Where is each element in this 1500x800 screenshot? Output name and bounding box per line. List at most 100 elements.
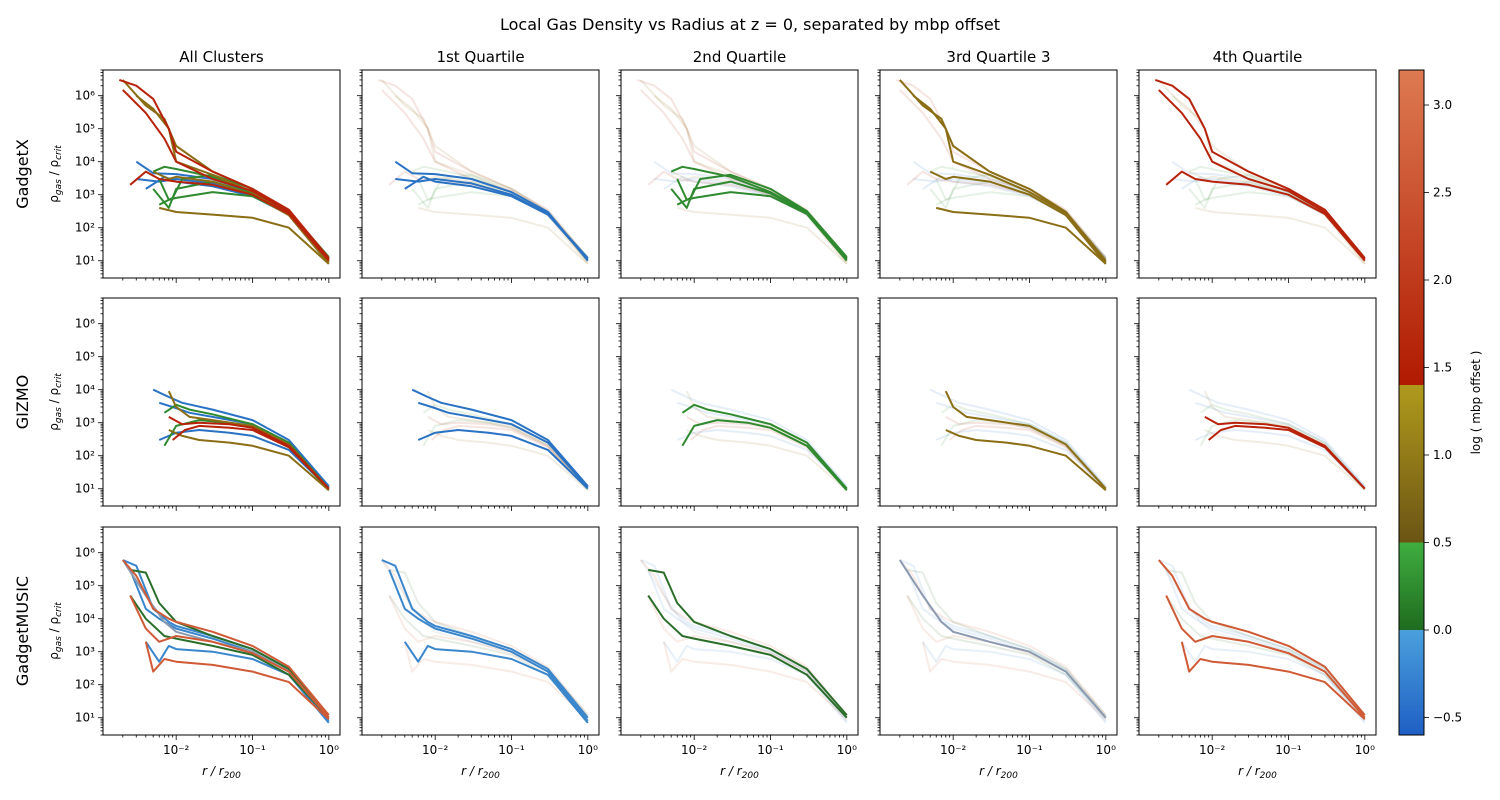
series-line [118, 78, 330, 259]
panel-gizmo-2 [616, 297, 859, 511]
panel-gizmo-3 [875, 297, 1118, 511]
series-line [422, 419, 589, 491]
row-label: GadgetMUSIC [13, 576, 32, 686]
series-line [1180, 641, 1366, 721]
series-line [676, 173, 848, 258]
x-tick-label: 10⁻¹ [1016, 743, 1043, 757]
series-line [411, 388, 589, 487]
series-line [898, 559, 1107, 719]
series-line [676, 429, 848, 490]
series-line [921, 641, 1107, 721]
series-line [152, 388, 330, 487]
y-tick-label: 10³ [75, 188, 95, 202]
x-tick-label: 10⁻² [940, 743, 967, 757]
panel-gadgetmusic-0: 10⁻² 10⁻¹ 10⁰ r / r200 10¹ 10² 10³ 10⁴ 10⁵ 10⁶ [75, 526, 341, 781]
column-title: 2nd Quartile [693, 48, 786, 66]
x-tick-label: 10⁻¹ [498, 743, 525, 757]
series-line [662, 641, 848, 721]
series-line [394, 160, 589, 262]
x-tick-label: 10⁰ [1355, 743, 1375, 757]
series-line [1188, 388, 1366, 487]
series-line [935, 401, 1107, 489]
series-line [1165, 595, 1366, 719]
y-axis-label: ρgas / ρcrit [47, 145, 64, 203]
series-line [1166, 568, 1366, 716]
series-line [1158, 89, 1366, 261]
column-title: 4th Quartile [1213, 48, 1303, 66]
colorbar-tick-label: −0.5 [1433, 711, 1462, 725]
y-tick-label: 10² [75, 449, 95, 463]
y-tick-label: 10³ [75, 416, 95, 430]
y-axis-label: ρgas / ρcrit [47, 373, 64, 431]
series-line [935, 206, 1107, 265]
series-line [929, 388, 1107, 487]
colorbar-tick-label: 0.0 [1433, 623, 1452, 637]
colorbar-segment [1399, 385, 1424, 543]
colorbar-tick-label: 3.0 [1433, 98, 1452, 112]
x-axis-label: r / r200 [720, 764, 759, 781]
series-line [686, 429, 848, 492]
panel-gadgetx-4 [1134, 69, 1377, 283]
colorbar: −0.5 0.0 0.5 1.0 1.5 2.0 2.5 3.0 log ( mbp offse… [1398, 69, 1483, 736]
series-line [168, 429, 330, 492]
panel-gadgetx-2 [616, 69, 859, 283]
series-line [945, 429, 1107, 492]
colorbar-segment [1399, 630, 1424, 735]
series-line [129, 595, 330, 719]
panel-gadgetmusic-3: 10⁻² 10⁻¹ 10⁰ r / r200 [875, 526, 1118, 781]
series-line [403, 641, 589, 724]
y-tick-label: 10⁵ [75, 579, 95, 593]
series-line [647, 595, 848, 719]
y-tick-label: 10¹ [75, 482, 95, 496]
series-line [1180, 641, 1366, 724]
series-line [426, 390, 589, 490]
series-line [895, 78, 1107, 259]
series-line [899, 559, 1107, 716]
series-line [1194, 429, 1366, 490]
colorbar-segment [1399, 70, 1424, 385]
series-line [122, 89, 330, 261]
colorbar-segment [1399, 542, 1424, 630]
panel-gadgetx-3 [875, 69, 1118, 283]
series-line [158, 206, 330, 265]
series-line [1204, 429, 1366, 492]
row-label: GIZMO [13, 375, 32, 429]
series-line [676, 206, 848, 265]
colorbar-label: log ( mbp offset ) [1469, 351, 1483, 455]
series-line [381, 559, 589, 719]
series-line [1194, 401, 1366, 489]
series-line [906, 595, 1107, 719]
series-line [417, 206, 589, 265]
series-line [648, 568, 848, 716]
series-line [921, 641, 1107, 724]
column-title: All Clusters [179, 48, 264, 66]
series-line [670, 388, 848, 487]
series-line [685, 390, 848, 490]
series-line [681, 403, 848, 490]
y-tick-label: 10² [75, 221, 95, 235]
series-line [647, 595, 848, 719]
series-line [431, 424, 589, 490]
row-label: GadgetX [13, 139, 32, 209]
x-tick-label: 10⁻² [163, 743, 190, 757]
panel-gadgetmusic-2: 10⁻² 10⁻¹ 10⁰ r / r200 [616, 526, 859, 781]
series-line [427, 429, 589, 492]
colorbar-tick-label: 1.0 [1433, 448, 1452, 462]
column-title: 3rd Quartile 3 [946, 48, 1050, 66]
series-line [1165, 595, 1366, 719]
series-line [1208, 424, 1366, 490]
series-line [1204, 416, 1366, 490]
series-line [129, 595, 330, 719]
series-line [1165, 170, 1366, 262]
y-tick-label: 10⁵ [75, 350, 95, 364]
series-line [690, 424, 848, 490]
colorbar-tick-label: 1.5 [1433, 361, 1452, 375]
x-tick-label: 10⁰ [1096, 743, 1116, 757]
series-line [377, 78, 589, 259]
colorbar-tick-label: 0.5 [1433, 536, 1452, 550]
series-line [1158, 559, 1366, 719]
x-axis-label: r / r200 [202, 764, 241, 781]
series-line [168, 416, 330, 490]
series-line [907, 568, 1107, 716]
y-tick-label: 10¹ [75, 254, 95, 268]
